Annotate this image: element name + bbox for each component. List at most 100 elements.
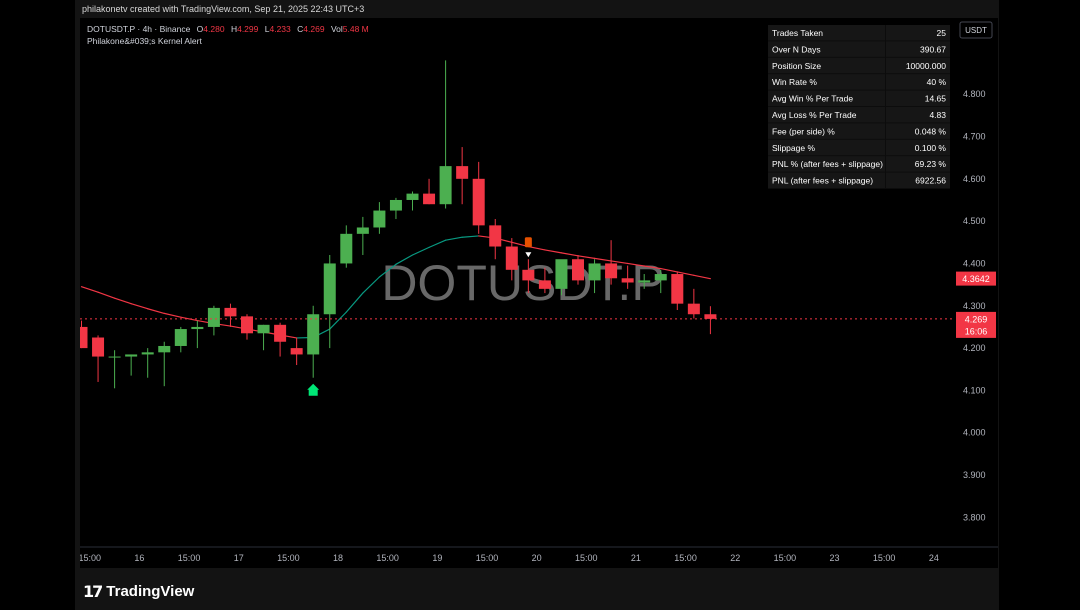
stats-value: 25 [937, 28, 947, 38]
candle[interactable] [489, 219, 502, 260]
countdown-label: 16:06 [965, 326, 988, 336]
stats-row: Position Size 10000.000 [768, 57, 950, 74]
candle-body [92, 337, 105, 357]
candle[interactable] [274, 322, 287, 357]
candle[interactable] [191, 320, 204, 349]
stats-row: Fee (per side) % 0.048 % [768, 123, 950, 139]
currency-button[interactable]: USDT [959, 21, 993, 39]
tradingview-logo[interactable]: 17 TradingView [83, 581, 194, 601]
candle[interactable] [671, 271, 684, 311]
candle-body [389, 199, 402, 211]
signals [307, 237, 532, 396]
last-price-box [956, 311, 996, 338]
buy-signal-arrow [307, 383, 320, 396]
candle[interactable] [654, 269, 667, 294]
time-tick-label: 23 [830, 553, 840, 563]
candle-body [456, 166, 469, 179]
candle[interactable] [174, 326, 187, 353]
candle-body [472, 178, 485, 226]
stats-value-cell [886, 41, 950, 57]
kernel-segment [113, 297, 132, 305]
candle[interactable] [158, 341, 171, 387]
candle[interactable] [472, 161, 485, 234]
volume-label: Vol [331, 24, 343, 34]
stats-value: 14.65 [925, 94, 947, 104]
candle[interactable] [638, 274, 651, 289]
tradingview-wordmark: TradingView [106, 582, 195, 600]
candle[interactable] [141, 348, 154, 378]
candle[interactable] [423, 178, 436, 205]
candle[interactable] [241, 314, 253, 340]
candle[interactable] [572, 254, 584, 285]
stats-label-cell [768, 139, 885, 156]
candle[interactable] [439, 60, 452, 209]
stats-row: Win Rate % 40 % [768, 74, 950, 90]
candle[interactable] [389, 197, 402, 220]
high-label: H [231, 24, 237, 34]
candle-body [654, 274, 667, 281]
stats-label-cell [768, 123, 885, 139]
candle[interactable] [340, 225, 353, 268]
candle[interactable] [75, 320, 88, 349]
close-label: C [297, 24, 303, 34]
stats-label-cell [768, 90, 885, 106]
kernel-segment [627, 262, 645, 267]
kernel-segment [544, 249, 563, 254]
stats-value: 6922.56 [915, 176, 946, 186]
price-tick-label: 4.700 [963, 131, 986, 141]
price-chart[interactable]: DOTUSDT.P DOTUSDT.P · 4h · Binance O4.28… [75, 18, 998, 568]
time-tick-label: 15:00 [873, 553, 896, 563]
candle-body [158, 345, 171, 353]
candle[interactable] [290, 337, 303, 366]
candle[interactable] [356, 216, 369, 255]
candle[interactable] [588, 259, 601, 294]
stats-label-cell [768, 41, 885, 57]
symbol-label: DOTUSDT.P · 4h · Binance [87, 24, 191, 34]
stats-row: PNL % (after fees + slippage) 69.23 % [768, 156, 950, 172]
price-axis[interactable]: 4.800 4.700 4.600 4.500 4.400 4.300 4.200 4.100… [963, 89, 986, 522]
candle[interactable] [108, 350, 121, 389]
candle-body [75, 326, 88, 349]
kernel-segment [610, 260, 629, 265]
candle[interactable] [505, 238, 518, 281]
candle[interactable] [307, 305, 320, 378]
candle-body [207, 307, 220, 327]
stats-value-cell [886, 90, 950, 106]
candle[interactable] [406, 191, 419, 211]
candle-body [323, 263, 336, 315]
kernel-segment [693, 274, 712, 280]
stats-row: Avg Win % Per Trade 14.65 [768, 90, 950, 106]
kernel-segment [560, 252, 579, 257]
tradingview-logo-icon: 17 [83, 581, 103, 601]
candle[interactable] [605, 240, 618, 285]
candle[interactable] [125, 354, 138, 376]
candle[interactable] [373, 202, 386, 234]
stats-row: PNL (after fees + slippage) 6922.56 [768, 172, 950, 188]
kernel-price-label: 4.3642 [962, 274, 990, 284]
candle-body [406, 193, 419, 200]
candle[interactable] [621, 265, 634, 289]
candle-body [572, 259, 584, 281]
candle[interactable] [257, 324, 270, 351]
candle[interactable] [555, 259, 568, 296]
candle[interactable] [687, 288, 700, 319]
candle[interactable] [456, 147, 469, 205]
candle[interactable] [224, 303, 237, 327]
chart-area[interactable]: DOTUSDT.P DOTUSDT.P · 4h · Binance O4.28… [75, 18, 998, 568]
candle[interactable] [522, 259, 535, 294]
time-axis[interactable]: 15:00 16 15:00 17 15:00 18 15:00 19 15:00 20 15:00… [79, 553, 939, 563]
candle[interactable] [92, 335, 105, 382]
candle-body [307, 314, 320, 355]
candle[interactable] [323, 254, 336, 349]
sell-signal-marker [524, 237, 532, 248]
candle[interactable] [207, 305, 220, 336]
indicator-label[interactable]: Philakone&#039;s Kernel Alert [87, 36, 202, 46]
candle[interactable] [704, 306, 717, 335]
low-label: L [265, 24, 270, 34]
time-tick-label: 21 [631, 553, 641, 563]
candle-body [241, 316, 253, 334]
time-tick-label: 22 [730, 553, 740, 563]
candle-body [108, 356, 121, 358]
stats-value-cell [886, 57, 950, 74]
candle[interactable] [538, 267, 551, 294]
